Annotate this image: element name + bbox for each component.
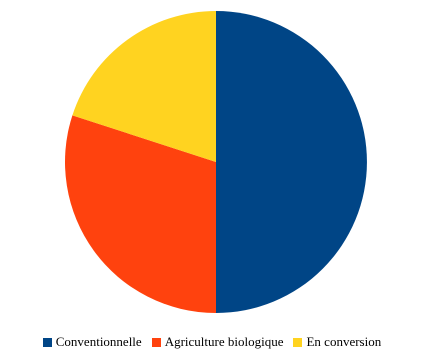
legend-item-en-conversion: En conversion [293,334,381,350]
pie-slice-conventionnelle [216,11,367,313]
legend-swatch-conventionnelle [42,337,52,347]
legend-label-agriculture-biologique: Agriculture biologique [164,334,284,349]
legend-item-agriculture-biologique: Agriculture biologique [151,334,284,350]
legend-label-en-conversion: En conversion [306,334,382,349]
legend-item-conventionnelle: Conventionnelle [42,334,142,350]
chart-legend: Conventionnelle Agriculture biologique E… [0,334,424,350]
pie-slice-en-conversion [72,11,216,162]
pie-slice-agriculture-biologique [65,115,216,313]
pie-slices [65,11,367,313]
legend-swatch-agriculture-biologique [151,337,161,347]
legend-label-conventionnelle: Conventionnelle [55,334,142,349]
legend-swatch-en-conversion [293,337,303,347]
